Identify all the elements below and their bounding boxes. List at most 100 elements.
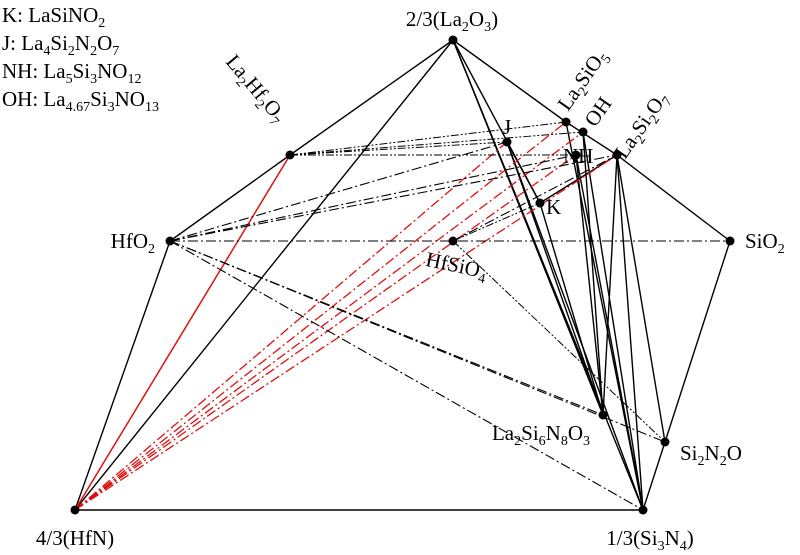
node-label: Si2N2O <box>680 441 742 469</box>
tie-line <box>506 141 604 416</box>
subscript: 12 <box>127 72 141 87</box>
legend-entry: NH: La5Si3NO12 <box>2 59 141 87</box>
tie-line <box>169 240 644 511</box>
tie-line <box>616 154 731 242</box>
tie-line <box>169 154 577 242</box>
node-label: HfSiO4 <box>423 247 489 287</box>
tie-line <box>565 121 618 156</box>
tie-line <box>452 39 541 204</box>
subscript: 2 <box>98 16 105 31</box>
subscript: 2 <box>462 20 469 35</box>
label-part: N <box>705 441 720 465</box>
tie-line <box>74 141 508 511</box>
subscript: 2 <box>148 242 155 257</box>
tie-line <box>452 240 666 443</box>
label-part: J: La <box>2 31 44 55</box>
label-part: Si <box>521 421 539 445</box>
subscript: 2 <box>68 44 75 59</box>
node-label: K <box>546 195 561 219</box>
label-part: ) <box>687 526 694 550</box>
node <box>660 437 670 447</box>
subscript: 4 <box>680 539 687 554</box>
subscript: 13 <box>145 100 159 115</box>
label-part: NH <box>563 144 593 168</box>
node <box>571 150 581 160</box>
label-part: Si <box>680 441 698 465</box>
label-part: O <box>568 421 583 445</box>
subscript: 3 <box>108 100 115 115</box>
node-label: 2/3(La2O3) <box>406 7 498 35</box>
node <box>561 117 571 127</box>
tie-line <box>506 141 644 511</box>
tie-line <box>452 39 567 123</box>
label-part: N <box>75 31 90 55</box>
subscript: 2 <box>514 434 521 449</box>
label-part: O <box>97 31 112 55</box>
legend-entry: OH: La4.67Si3NO13 <box>2 87 159 115</box>
node <box>165 236 175 246</box>
tie-line <box>169 240 666 443</box>
label-part: Si <box>73 59 91 83</box>
tie-line <box>642 441 666 511</box>
tie-line <box>74 131 584 511</box>
label-part: Si <box>90 87 108 111</box>
tie-line <box>582 131 604 416</box>
tie-line <box>169 154 618 242</box>
label-part: 1/3(Si <box>606 526 658 550</box>
node-label: La2Si6N8O3 <box>492 421 590 449</box>
tie-line <box>602 154 618 416</box>
label-part: OH: La <box>2 87 66 111</box>
tie-line <box>452 39 604 416</box>
subscript: 3 <box>583 434 590 449</box>
subscript: 2 <box>698 454 705 469</box>
tie-line <box>539 202 604 416</box>
tie-line <box>575 154 644 511</box>
legend-entry: J: La4Si2N2O7 <box>2 31 119 59</box>
subscript: 2 <box>720 454 727 469</box>
label-part: N <box>546 421 561 445</box>
tie-line <box>664 240 731 443</box>
label-part: Si <box>50 31 68 55</box>
subscript: 6 <box>539 434 546 449</box>
node <box>502 137 512 147</box>
legend-entry: K: LaSiNO2 <box>2 3 105 31</box>
node-label: 4/3(HfN) <box>36 526 114 550</box>
tie-line <box>169 154 291 242</box>
label-part: 4/3(HfN) <box>36 526 114 550</box>
subscript: 7 <box>112 44 119 59</box>
label-part: HfO <box>111 229 148 253</box>
label-part: ) <box>491 7 498 31</box>
tie-line <box>616 154 666 443</box>
node-label: HfO2 <box>111 229 155 257</box>
tie-line <box>74 154 618 511</box>
tie-line <box>74 154 577 511</box>
subscript: 5 <box>66 72 73 87</box>
label-part: O <box>727 441 742 465</box>
tie-line <box>575 154 604 416</box>
tie-line <box>289 131 584 156</box>
tie-line <box>289 141 508 156</box>
label-part: NH: La <box>2 59 66 83</box>
tie-lines <box>74 39 731 511</box>
label-part: N <box>665 526 680 550</box>
label-part: K <box>546 195 561 219</box>
label-part: O <box>469 7 484 31</box>
subscript: 2 <box>90 44 97 59</box>
tie-line <box>74 39 454 511</box>
subscript: 2 <box>778 242 785 257</box>
node-label: SiO2 <box>745 229 785 257</box>
tie-line <box>74 240 171 511</box>
tie-line <box>452 202 541 242</box>
node <box>535 198 545 208</box>
tie-line <box>74 121 567 511</box>
node <box>448 236 458 246</box>
subscript: 4 <box>477 271 487 287</box>
node-label: La2Si2O7 <box>609 87 675 165</box>
tie-line <box>616 154 644 511</box>
label-part: La <box>221 50 254 83</box>
tie-line <box>289 39 454 156</box>
tie-line <box>169 141 508 242</box>
subscript: 8 <box>561 434 568 449</box>
